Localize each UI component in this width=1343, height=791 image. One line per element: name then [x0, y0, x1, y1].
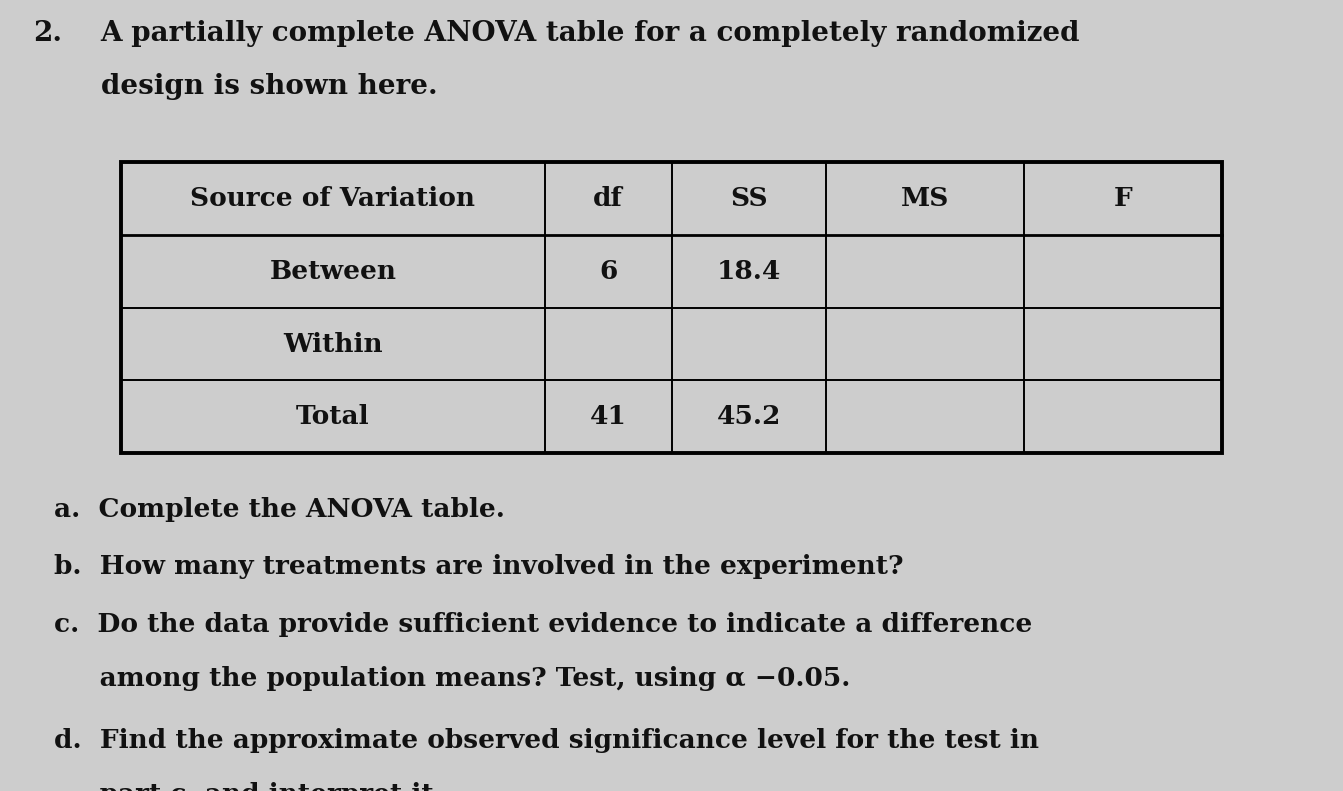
Text: design is shown here.: design is shown here.: [101, 73, 438, 100]
Text: part c, and interpret it.: part c, and interpret it.: [54, 782, 442, 791]
Text: d.  Find the approximate observed significance level for the test in: d. Find the approximate observed signifi…: [54, 728, 1038, 753]
Text: Total: Total: [295, 404, 369, 430]
Text: Source of Variation: Source of Variation: [191, 186, 475, 211]
Text: a.  Complete the ANOVA table.: a. Complete the ANOVA table.: [54, 497, 505, 522]
Text: SS: SS: [729, 186, 767, 211]
Text: 6: 6: [599, 259, 618, 284]
Text: A partially complete ANOVA table for a completely randomized: A partially complete ANOVA table for a c…: [101, 20, 1080, 47]
Text: b.  How many treatments are involved in the experiment?: b. How many treatments are involved in t…: [54, 554, 904, 580]
Text: 18.4: 18.4: [716, 259, 780, 284]
Text: c.  Do the data provide sufficient evidence to indicate a difference: c. Do the data provide sufficient eviden…: [54, 612, 1031, 638]
Text: 2.: 2.: [34, 20, 63, 47]
Text: df: df: [594, 186, 623, 211]
Text: among the population means? Test, using α −0.05.: among the population means? Test, using …: [54, 666, 850, 691]
Text: 45.2: 45.2: [716, 404, 780, 430]
Text: MS: MS: [901, 186, 950, 211]
Text: Within: Within: [283, 331, 383, 357]
Text: 41: 41: [590, 404, 627, 430]
Text: F: F: [1113, 186, 1132, 211]
Text: Between: Between: [270, 259, 396, 284]
